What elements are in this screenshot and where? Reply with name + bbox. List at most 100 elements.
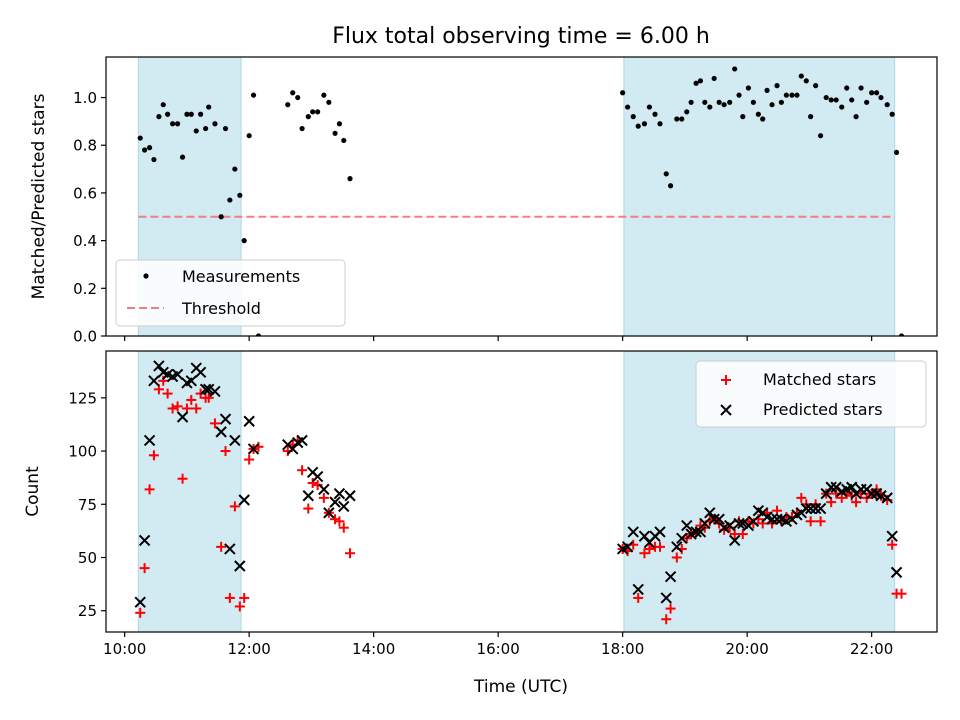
predicted-star-point bbox=[804, 502, 817, 515]
measurement-point bbox=[760, 116, 766, 122]
matched-star-point bbox=[297, 465, 308, 476]
count-panel: 10:00 12:00 14:00 16:00 18:00 20:00 22:00 25 50 7… bbox=[23, 350, 938, 658]
measurement-point bbox=[884, 102, 890, 108]
matched-star-point bbox=[135, 607, 146, 618]
measurement-point bbox=[151, 156, 157, 163]
predicted-star-point bbox=[243, 415, 255, 427]
data-points bbox=[134, 360, 907, 625]
measurement-point bbox=[702, 99, 708, 105]
predicted-star-point bbox=[875, 490, 887, 502]
measurement-point bbox=[237, 192, 243, 198]
measurement-point bbox=[179, 154, 186, 160]
measurement-point bbox=[174, 121, 181, 127]
predicted-star-point bbox=[296, 434, 308, 447]
measurement-point bbox=[212, 121, 218, 127]
measurement-point bbox=[849, 97, 855, 103]
predicted-star-point bbox=[809, 502, 822, 515]
predicted-star-point bbox=[654, 526, 666, 538]
measurement-point bbox=[227, 197, 233, 203]
measurement-point bbox=[646, 104, 653, 110]
matched-star-point bbox=[153, 384, 164, 395]
measurement-point bbox=[336, 121, 343, 127]
measurement-point bbox=[165, 111, 171, 117]
measurement-point bbox=[667, 183, 674, 189]
matched-star-point bbox=[209, 418, 220, 429]
y-axis-label: Matched/Predicted stars bbox=[29, 93, 49, 299]
measurement-point bbox=[684, 109, 690, 115]
measurement-point bbox=[202, 125, 209, 132]
predicted-star-point bbox=[238, 494, 250, 506]
measurement-point bbox=[817, 133, 824, 139]
predicted-star-point bbox=[621, 541, 634, 553]
x-axis-label: Time (UTC) bbox=[473, 677, 568, 697]
predicted-star-point bbox=[690, 526, 702, 538]
legend-box bbox=[695, 360, 927, 428]
predicted-star-point bbox=[713, 513, 725, 525]
matched-star-point bbox=[334, 516, 345, 527]
measurement-point bbox=[193, 128, 199, 134]
measurement-point bbox=[813, 83, 819, 89]
matched-star-point bbox=[216, 541, 227, 552]
matched-star-point bbox=[312, 480, 323, 491]
legend-label-measurements: Measurements bbox=[182, 267, 300, 286]
measurement-point bbox=[160, 102, 166, 108]
matched-star-point bbox=[318, 492, 329, 503]
measurement-point bbox=[864, 99, 870, 105]
measurement-point bbox=[716, 99, 722, 105]
plot-frame bbox=[105, 350, 938, 633]
measurement-point bbox=[853, 114, 859, 120]
predicted-star-point bbox=[846, 481, 858, 493]
predicted-star-point bbox=[338, 500, 350, 513]
matched-star-point bbox=[162, 388, 173, 399]
plot-frame bbox=[105, 56, 938, 337]
matched-star-point bbox=[655, 541, 665, 552]
matched-star-point bbox=[644, 543, 655, 554]
x-tick-label: 18:00 bbox=[601, 640, 644, 658]
measurement-point bbox=[732, 66, 738, 72]
predicted-star-point bbox=[865, 487, 878, 500]
measurement-point bbox=[745, 85, 751, 91]
predicted-star-point bbox=[728, 534, 741, 547]
y-tick-label: 50 bbox=[78, 549, 97, 567]
x-tick-label: 16:00 bbox=[477, 640, 520, 658]
measurement-point bbox=[794, 92, 800, 98]
measurement-point bbox=[652, 111, 658, 117]
observing-window bbox=[623, 56, 896, 337]
measurement-point bbox=[206, 104, 212, 110]
matched-star-point bbox=[815, 516, 826, 527]
matched-star-point bbox=[139, 563, 150, 574]
y-tick-label: 0.6 bbox=[73, 184, 97, 202]
measurement-point bbox=[874, 90, 880, 96]
measurement-point bbox=[783, 92, 789, 98]
measurement-point bbox=[778, 99, 784, 105]
predicted-star-point bbox=[344, 490, 356, 502]
x-tick-label: 22:00 bbox=[850, 640, 893, 658]
measurement-point bbox=[250, 92, 257, 98]
predicted-star-point bbox=[699, 517, 711, 530]
matched-star-point bbox=[665, 603, 676, 614]
predicted-star-point bbox=[318, 483, 330, 496]
measurement-point bbox=[326, 99, 332, 105]
predicted-star-point bbox=[194, 366, 207, 378]
predicted-star-point bbox=[333, 487, 346, 500]
predicted-star-point bbox=[134, 596, 146, 608]
y-axis-label: Count bbox=[23, 466, 43, 517]
measurement-point bbox=[222, 125, 229, 132]
predicted-star-point bbox=[766, 513, 778, 525]
data-points bbox=[137, 66, 905, 336]
measurement-point bbox=[620, 90, 626, 96]
y-tick-label: 1.0 bbox=[73, 89, 97, 107]
measurement-point bbox=[184, 111, 190, 117]
matched-star-point bbox=[661, 614, 672, 625]
measurement-point bbox=[740, 114, 746, 120]
predicted-star-point bbox=[199, 383, 212, 396]
measurement-point bbox=[823, 94, 829, 101]
measurement-point bbox=[663, 171, 669, 177]
measurement-point bbox=[721, 102, 727, 108]
matched-star-point bbox=[345, 548, 356, 559]
ratio-panel: 0.0 0.2 0.4 0.6 0.8 1.0 Matched/Predicted star… bbox=[29, 56, 938, 346]
measurement-point bbox=[844, 85, 850, 91]
measurement-point bbox=[290, 90, 296, 96]
measurement-point bbox=[188, 111, 194, 117]
measurement-point bbox=[833, 97, 839, 103]
